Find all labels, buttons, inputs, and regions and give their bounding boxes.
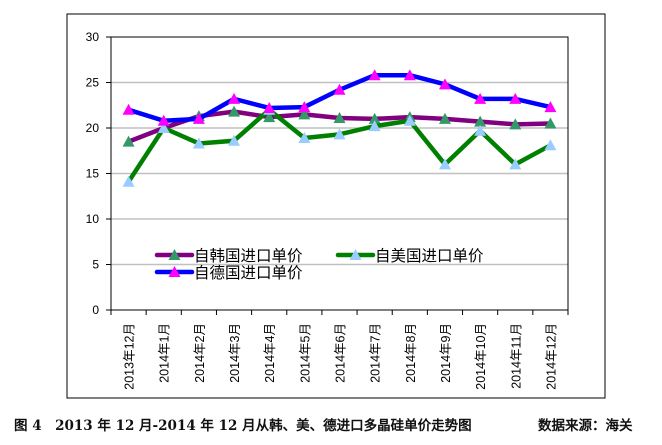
legend-marker [168, 266, 181, 277]
legend-marker [349, 249, 362, 260]
x-tick-label: 2014年9月 [439, 323, 453, 383]
y-tick-label: 5 [92, 258, 99, 272]
data-point-marker [474, 92, 487, 104]
x-tick-label: 2014年3月 [228, 323, 242, 383]
data-point-marker [298, 101, 311, 113]
x-tick-label: 2014年6月 [334, 323, 348, 383]
data-point-marker [474, 124, 487, 136]
data-point-marker [122, 103, 135, 115]
data-point-marker [474, 115, 487, 127]
line-chart: 0 5 10 15 20 25 30 2013年12月 2014年1月 2014年2月 2014年3… [66, 13, 606, 399]
series-1 [122, 103, 557, 187]
data-point-marker [228, 134, 241, 146]
data-point-marker [509, 158, 522, 170]
data-point-marker [122, 175, 135, 187]
data-point-marker [438, 112, 451, 124]
legend-item-1: 自美国进口单价 [335, 247, 484, 265]
x-tick-label: 2014年12月 [544, 323, 558, 390]
data-point-marker [403, 69, 416, 81]
data-point-marker [333, 128, 346, 140]
data-point-marker [368, 69, 381, 81]
figure-caption: 图 4 2013 年 12 月-2014 年 12 月从韩、美、德进口多晶硅单价… [14, 418, 472, 434]
data-point-marker [403, 114, 416, 126]
data-point-marker [228, 105, 241, 117]
data-point-marker [298, 132, 311, 144]
legend-label: 自德国进口单价 [194, 264, 303, 282]
x-tick-label: 2014年8月 [404, 323, 418, 383]
y-tick-label: 15 [86, 167, 100, 181]
y-tick-label: 10 [86, 212, 100, 226]
data-point-marker [157, 114, 170, 126]
x-tick-label: 2013年12月 [123, 323, 137, 390]
data-point-marker [333, 83, 346, 95]
legend-label: 自美国进口单价 [375, 247, 484, 265]
legend-item-2: 自德国进口单价 [154, 264, 303, 282]
data-point-marker [368, 112, 381, 124]
data-point-marker [192, 112, 205, 124]
x-tick-label: 2014年7月 [369, 323, 383, 383]
plot-area [110, 36, 569, 311]
data-point-marker [157, 122, 170, 133]
data-point-marker [263, 111, 276, 123]
data-point-marker [122, 135, 135, 147]
data-point-marker [228, 92, 241, 104]
data-point-marker [509, 92, 522, 104]
x-tick-label: 2014年5月 [298, 323, 312, 383]
y-tick-label: 30 [86, 30, 100, 44]
x-tick-label: 2014年4月 [263, 323, 277, 383]
data-point-marker [509, 118, 522, 130]
x-tick-label: 2014年10月 [474, 323, 488, 390]
data-source: 数据来源：海关 [538, 418, 633, 434]
legend-label: 自韩国进口单价 [194, 247, 303, 265]
x-tick-label: 2014年1月 [158, 323, 172, 383]
y-tick-label: 20 [86, 121, 100, 135]
chart-frame [66, 13, 606, 399]
data-point-marker [192, 137, 205, 149]
series-2 [122, 69, 557, 126]
legend-marker [168, 249, 181, 260]
data-point-marker [333, 111, 346, 123]
legend-item-0: 自韩国进口单价 [154, 247, 303, 265]
data-point-marker [544, 101, 557, 113]
y-tick-label: 0 [92, 303, 99, 317]
data-point-marker [544, 117, 557, 129]
data-point-marker [298, 108, 311, 120]
data-point-marker [544, 139, 557, 151]
x-tick-label: 2014年11月 [509, 323, 523, 389]
data-point-marker [263, 101, 276, 113]
data-point-marker [368, 120, 381, 132]
data-point-marker [438, 158, 451, 170]
x-tick-label: 2014年2月 [193, 323, 207, 383]
data-point-marker [438, 78, 451, 90]
y-tick-label: 25 [86, 76, 100, 90]
